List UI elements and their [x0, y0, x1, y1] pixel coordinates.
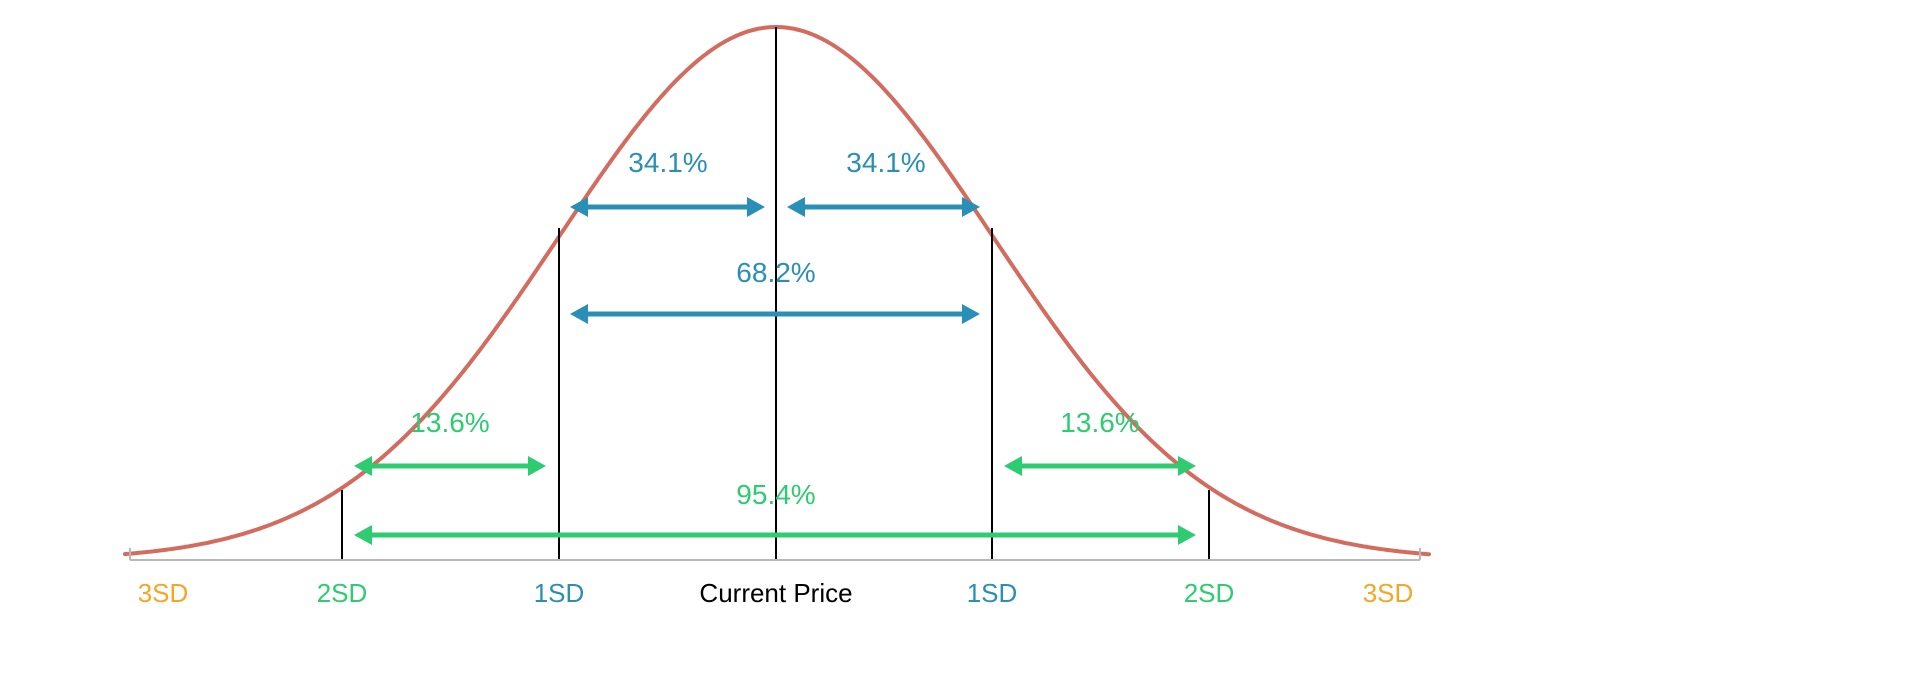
range-arrow-right_34: 34.1% — [787, 147, 980, 217]
range-arrow-left_136: 13.6% — [354, 407, 546, 476]
axis-label-pos2sd: 2SD — [1184, 578, 1235, 608]
arrowhead-right-icon — [528, 456, 546, 476]
axis-label-neg2sd: 2SD — [317, 578, 368, 608]
axis-label-pos3sd: 3SD — [1363, 578, 1414, 608]
arrowhead-right-icon — [1178, 525, 1196, 545]
pct-label-right_34: 34.1% — [846, 147, 925, 178]
arrowhead-left-icon — [1004, 456, 1022, 476]
axis-label-pos1sd: 1SD — [967, 578, 1018, 608]
arrowhead-left-icon — [570, 304, 588, 324]
pct-label-left_136: 13.6% — [410, 407, 489, 438]
axis-label-neg3sd: 3SD — [138, 578, 189, 608]
pct-label-mid_95: 95.4% — [736, 479, 815, 510]
arrowhead-right-icon — [962, 304, 980, 324]
range-arrow-right_136: 13.6% — [1004, 407, 1196, 476]
pct-label-left_34: 34.1% — [628, 147, 707, 178]
pct-label-right_136: 13.6% — [1060, 407, 1139, 438]
axis-label-neg1sd: 1SD — [534, 578, 585, 608]
pct-label-mid_68: 68.2% — [736, 257, 815, 288]
axis-label-mean: Current Price — [699, 578, 852, 608]
arrowhead-left-icon — [787, 197, 805, 217]
arrowhead-right-icon — [747, 197, 765, 217]
range-arrow-left_34: 34.1% — [570, 147, 765, 217]
arrowhead-left-icon — [354, 525, 372, 545]
